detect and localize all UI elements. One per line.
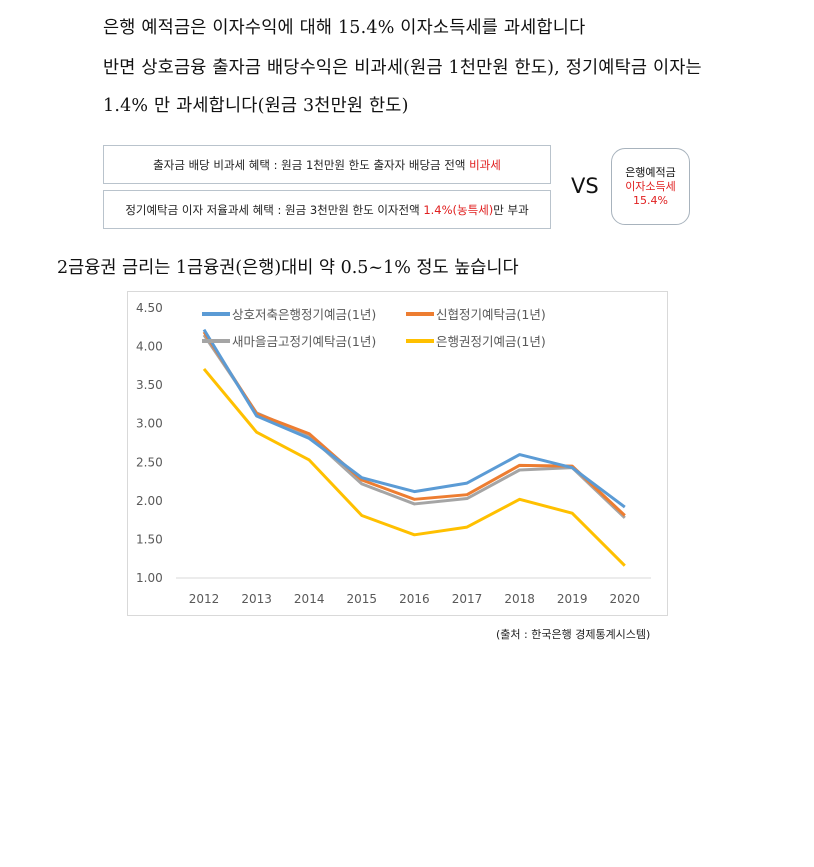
vs-label: VS — [571, 174, 599, 198]
interest-rate-chart: 1.00 1.50 2.00 2.50 3.00 3.50 4.00 4.50 2012 2013… — [127, 291, 668, 616]
legend-label: 신협정기예탁금(1년) — [436, 307, 546, 322]
intro-line-1: 은행 예적금은 이자수익에 대해 15.4% 이자소득세를 과세합니다 — [103, 18, 586, 38]
section-heading: 2금융권 금리는 1금융권(은행)대비 약 0.5~1% 정도 높습니다 — [57, 258, 519, 278]
x-tick-label: 2016 — [399, 592, 430, 606]
bank-line-2: 이자소득세 — [625, 179, 676, 193]
legend-label: 새마을금고정기예탁금(1년) — [232, 334, 376, 349]
x-tick-label: 2019 — [557, 592, 588, 606]
bank-line-1: 은행예적금 — [625, 165, 676, 179]
box1-text: 출자금 배당 비과세 혜택 : 원금 1천만원 한도 출자자 배당금 전액 — [153, 157, 470, 172]
dividend-benefit-box: 출자금 배당 비과세 혜택 : 원금 1천만원 한도 출자자 배당금 전액 비과… — [103, 145, 551, 184]
y-tick-label: 3.50 — [136, 378, 163, 392]
y-tick-label: 1.50 — [136, 532, 163, 546]
x-tick-label: 2017 — [452, 592, 483, 606]
y-tick-label: 2.50 — [136, 455, 163, 469]
x-tick-label: 2012 — [189, 592, 220, 606]
box2-highlight: 1.4%(농특세) — [423, 202, 494, 217]
box2-suffix: 만 부과 — [493, 202, 529, 217]
x-tick-label: 2020 — [610, 592, 641, 606]
intro-line-2: 반면 상호금융 출자금 배당수익은 비과세(원금 1천만원 한도), 정기예탁금… — [103, 58, 702, 78]
y-tick-label: 1.00 — [136, 571, 163, 585]
box2-text: 정기예탁금 이자 저율과세 혜택 : 원금 3천만원 한도 이자전액 — [125, 202, 424, 217]
x-tick-label: 2018 — [504, 592, 535, 606]
legend-label: 은행권정기예금(1년) — [436, 334, 546, 349]
legend-label: 상호저축은행정기예금(1년) — [232, 307, 376, 322]
x-tick-label: 2013 — [241, 592, 272, 606]
x-tick-label: 2014 — [294, 592, 325, 606]
chart-svg: 1.00 1.50 2.00 2.50 3.00 3.50 4.00 4.50 2012 2013… — [136, 301, 651, 606]
box1-highlight: 비과세 — [469, 157, 501, 172]
series-line — [202, 331, 626, 517]
y-tick-label: 4.50 — [136, 301, 163, 315]
intro-line-3: 1.4% 만 과세합니다(원금 3천만원 한도) — [103, 96, 409, 116]
x-tick-label: 2015 — [347, 592, 378, 606]
bank-tax-box: 은행예적금 이자소득세 15.4% — [611, 148, 690, 225]
bank-line-3: 15.4% — [633, 193, 668, 207]
source-note: (출처 : 한국은행 경제통계시스템) — [496, 628, 651, 641]
y-tick-label: 3.00 — [136, 417, 163, 431]
deposit-benefit-box: 정기예탁금 이자 저율과세 혜택 : 원금 3천만원 한도 이자전액 1.4%(… — [103, 190, 551, 229]
y-tick-label: 2.00 — [136, 494, 163, 508]
y-tick-label: 4.00 — [136, 340, 163, 354]
